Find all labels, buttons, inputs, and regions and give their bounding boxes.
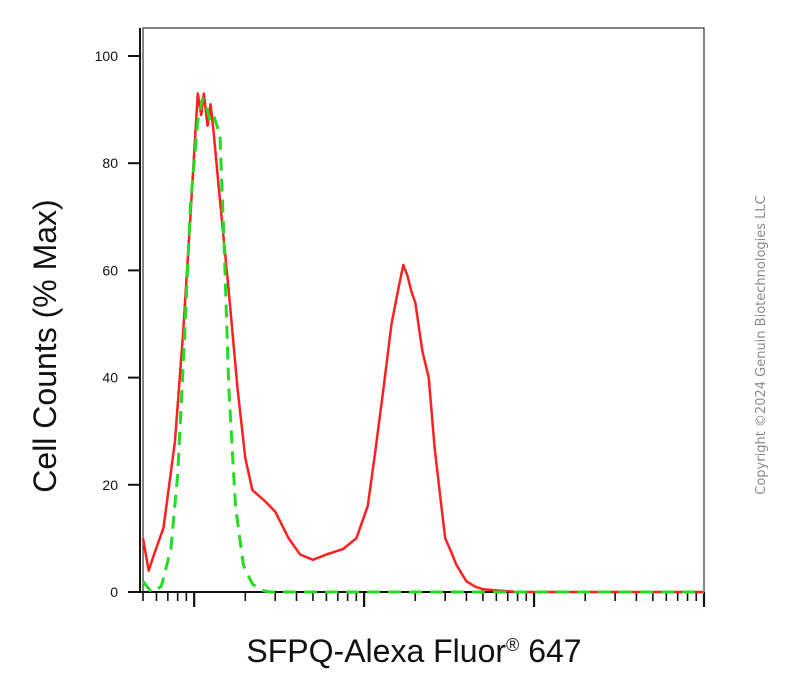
y-axis-title: Cell Counts (% Max) xyxy=(27,199,63,492)
y-tick-label: 20 xyxy=(102,477,118,493)
y-tick-label: 100 xyxy=(95,48,119,64)
y-tick-label: 0 xyxy=(110,584,118,600)
y-tick-label: 80 xyxy=(102,155,118,171)
x-axis-title-suffix: 647 xyxy=(519,633,581,669)
copyright-watermark: Copyright ©2024 Genuin Biotechnologies L… xyxy=(754,195,769,494)
x-axis-title: SFPQ-Alexa Fluor® 647 xyxy=(246,633,581,669)
series-line-2 xyxy=(141,97,704,594)
y-axis-ticks: 0 20 40 60 80 100 xyxy=(95,48,140,600)
y-tick-label: 60 xyxy=(102,262,118,278)
x-axis-ticks xyxy=(142,592,706,607)
series-layer xyxy=(141,92,704,594)
y-tick-label: 40 xyxy=(102,370,118,386)
series-line-1 xyxy=(141,92,704,594)
x-axis-title-superscript: ® xyxy=(506,635,519,655)
x-axis-title-main: SFPQ-Alexa Fluor xyxy=(246,633,506,669)
